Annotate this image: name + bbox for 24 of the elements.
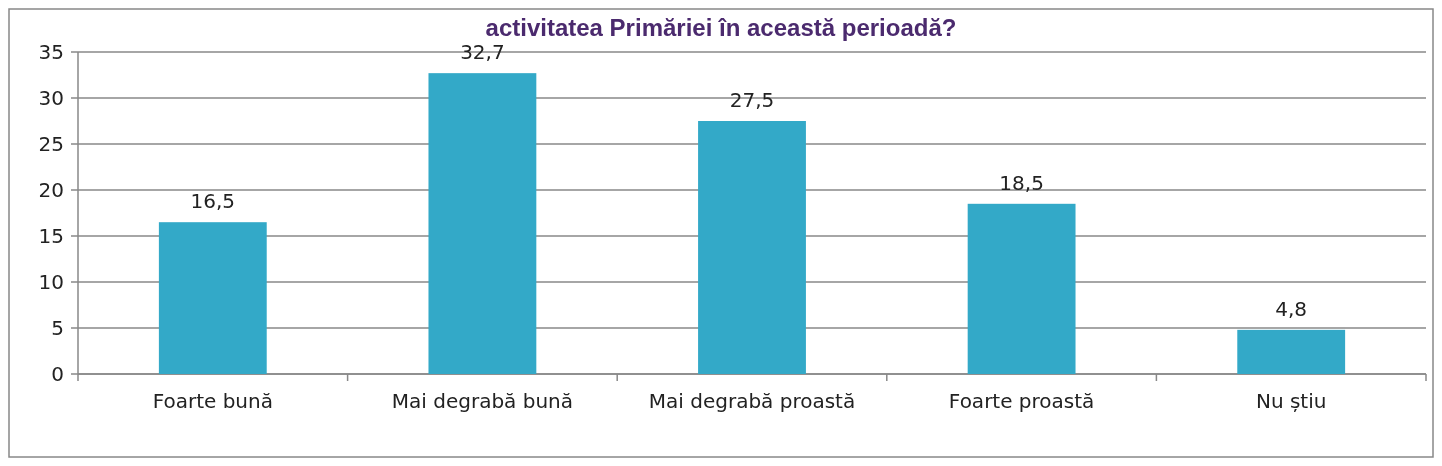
x-tick-label: Mai degrabă bună	[391, 389, 574, 413]
y-tick-label: 35	[38, 40, 64, 64]
x-tick-label: Mai degrabă proastă	[648, 389, 856, 413]
x-tick-label: Foarte proastă	[948, 389, 1095, 413]
data-label: 27,5	[729, 88, 775, 112]
bar	[967, 203, 1076, 374]
y-tick-label: 20	[38, 178, 64, 202]
y-tick-label: 30	[38, 86, 64, 110]
y-tick-label: 25	[38, 132, 64, 156]
bar	[1237, 329, 1346, 374]
y-tick-label: 10	[38, 270, 64, 294]
data-label: 16,5	[190, 189, 236, 214]
data-label: 4,8	[1275, 296, 1308, 321]
x-tick-label: Foarte bună	[152, 389, 273, 413]
x-tick-label: Nu știu	[1255, 389, 1327, 413]
chart-title: activitatea Primăriei în această perioadă?	[485, 14, 957, 41]
bar	[158, 222, 267, 374]
data-label: 18,5	[999, 170, 1044, 195]
bar	[428, 73, 537, 374]
y-tick-label: 5	[51, 316, 64, 340]
data-label: 32,7	[460, 40, 505, 65]
y-tick-label: 0	[51, 362, 64, 386]
bar	[698, 121, 806, 374]
y-tick-label: 15	[38, 224, 64, 248]
